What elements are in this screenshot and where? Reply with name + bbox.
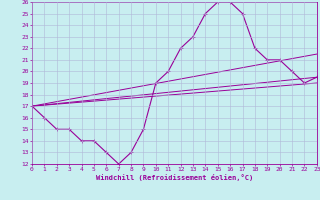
X-axis label: Windchill (Refroidissement éolien,°C): Windchill (Refroidissement éolien,°C) <box>96 174 253 181</box>
